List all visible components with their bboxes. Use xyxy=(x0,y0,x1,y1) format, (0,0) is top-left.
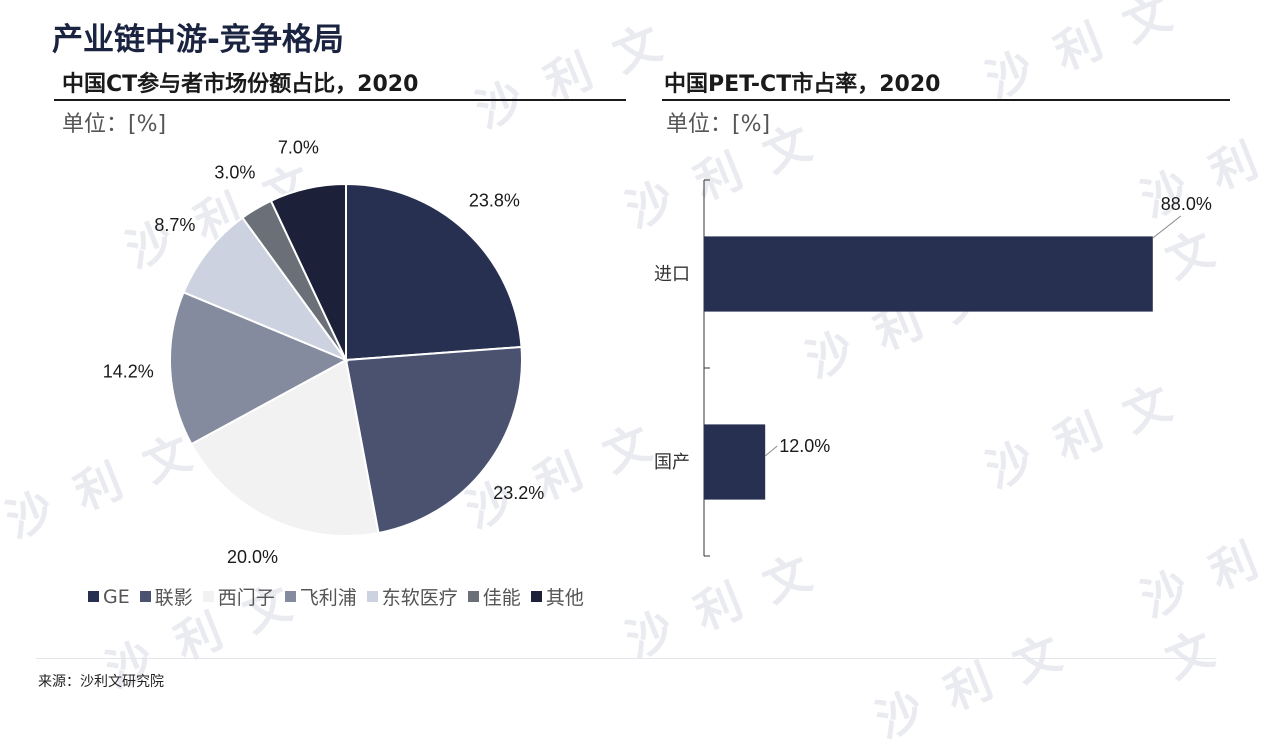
pie-slice-0 xyxy=(345,182,523,362)
legend-item: 东软医疗 xyxy=(366,583,458,610)
legend-swatch xyxy=(139,591,151,602)
pie-slice-2 xyxy=(190,358,380,537)
bar-data-label: 12.0% xyxy=(779,436,830,456)
legend-item: GE xyxy=(88,583,130,610)
legend-item: 飞利浦 xyxy=(284,583,357,610)
watermark: 沙 利 文 xyxy=(868,623,1074,749)
bar-0 xyxy=(704,236,1153,312)
legend-label: 佳能 xyxy=(482,587,521,609)
pie-slice-4 xyxy=(182,216,349,363)
legend-item: 佳能 xyxy=(467,583,521,610)
category-label: 进口 xyxy=(654,264,690,285)
legend-item: 其他 xyxy=(530,583,584,610)
legend-swatch xyxy=(202,591,214,602)
bar-chart-title: 中国PET-CT市占率，2020 xyxy=(664,72,941,97)
pie-data-label: 20.0% xyxy=(227,547,278,567)
pie-data-label: 7.0% xyxy=(278,137,319,157)
legend-swatch xyxy=(530,591,542,602)
watermark: 沙 利 文 xyxy=(978,0,1184,109)
page-title: 产业链中游-竞争格局 xyxy=(52,22,344,58)
category-label: 国产 xyxy=(654,452,690,473)
legend-item: 联影 xyxy=(139,583,193,610)
pie-chart: 23.8% 23.2% 20.0% 14.2% 8.7% 3.0% 7.0% xyxy=(103,137,545,567)
pie-data-label: 23.2% xyxy=(493,483,544,503)
legend-swatch xyxy=(284,591,296,602)
pie-slice-6 xyxy=(269,182,347,361)
legend-label: 东软医疗 xyxy=(381,587,458,609)
legend-item: 西门子 xyxy=(202,583,275,610)
legend-swatch xyxy=(467,591,479,602)
pie-chart-title: 中国CT参与者市场份额占比，2020 xyxy=(62,72,419,97)
pie-data-label: 23.8% xyxy=(469,190,520,210)
legend-swatch xyxy=(88,591,99,602)
legend-label: 飞利浦 xyxy=(299,587,357,609)
pie-legend: GE 联影 西门子 飞利浦 东软医疗 佳能 其他 xyxy=(88,583,584,610)
source-note: 来源：沙利文研究院 xyxy=(38,674,164,690)
pie-title-rule xyxy=(54,99,626,101)
legend-label: GE xyxy=(103,585,130,608)
legend-label: 西门子 xyxy=(217,587,275,609)
legend-label: 联影 xyxy=(154,587,193,609)
bar-unit-label: 单位：[%] xyxy=(666,112,771,137)
pie-unit-label: 单位：[%] xyxy=(62,112,167,137)
bar-title-rule xyxy=(662,99,1230,101)
leader-line xyxy=(764,445,778,457)
pie-slice-1 xyxy=(344,345,523,535)
bar-1 xyxy=(704,424,766,500)
pie-data-label: 3.0% xyxy=(214,162,255,182)
legend-swatch xyxy=(366,591,378,602)
pie-data-label: 8.7% xyxy=(154,215,195,235)
pie-data-label: 14.2% xyxy=(103,361,154,381)
bar-chart: 进口 88.0% 国产 12.0% xyxy=(654,179,1212,557)
bar-data-label: 88.0% xyxy=(1161,194,1212,214)
pie-slice-3 xyxy=(169,291,349,446)
leader-line xyxy=(1152,215,1182,239)
footer-divider xyxy=(36,658,1216,659)
watermark: 沙 利 文 xyxy=(468,13,674,139)
legend-label: 其他 xyxy=(545,587,584,609)
